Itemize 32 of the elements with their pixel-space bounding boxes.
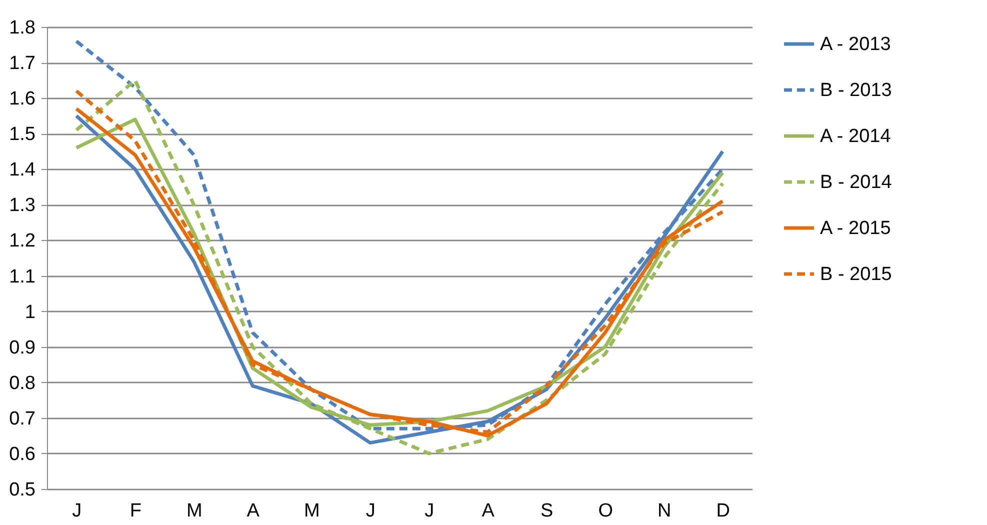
x-tick-label: O [598, 500, 614, 522]
x-tick-label: J [366, 500, 376, 522]
y-tick-label: 1.6 [9, 88, 36, 110]
y-tick-label: 1.5 [9, 124, 36, 146]
legend-label: A - 2014 [820, 126, 892, 147]
y-tick-label: 1.3 [9, 195, 36, 216]
x-tick-label: M [304, 500, 320, 522]
y-tick-label: 1.4 [9, 160, 36, 181]
y-tick-label: 0.9 [9, 337, 36, 358]
x-tick-label: S [540, 500, 554, 522]
legend-label: A - 2013 [820, 34, 891, 55]
x-tick-label: M [186, 500, 202, 522]
y-tick-label: 1.7 [9, 53, 36, 74]
x-tick-label: A [482, 500, 495, 522]
x-tick-label: N [658, 500, 672, 522]
y-tick-label: 0.5 [9, 480, 36, 500]
x-tick-label: F [130, 500, 142, 522]
y-tick-label: 0.7 [9, 408, 36, 430]
y-tick-label: 1.2 [9, 230, 36, 252]
y-tick-label: 0.6 [9, 444, 36, 465]
legend-label: B - 2015 [820, 264, 892, 285]
y-tick-label: 0.8 [9, 372, 36, 394]
x-tick-label: J [424, 500, 434, 522]
y-tick-label: 1 [24, 302, 36, 323]
legend-label: A - 2015 [820, 218, 891, 239]
x-tick-label: D [716, 500, 730, 522]
x-tick-label: J [72, 500, 82, 522]
y-tick-label: 1.1 [9, 266, 36, 288]
x-tick-label: A [246, 500, 260, 522]
legend-label: B - 2013 [820, 80, 892, 101]
legend-label: B - 2014 [820, 172, 892, 193]
y-tick-label: 1.8 [9, 18, 36, 38]
